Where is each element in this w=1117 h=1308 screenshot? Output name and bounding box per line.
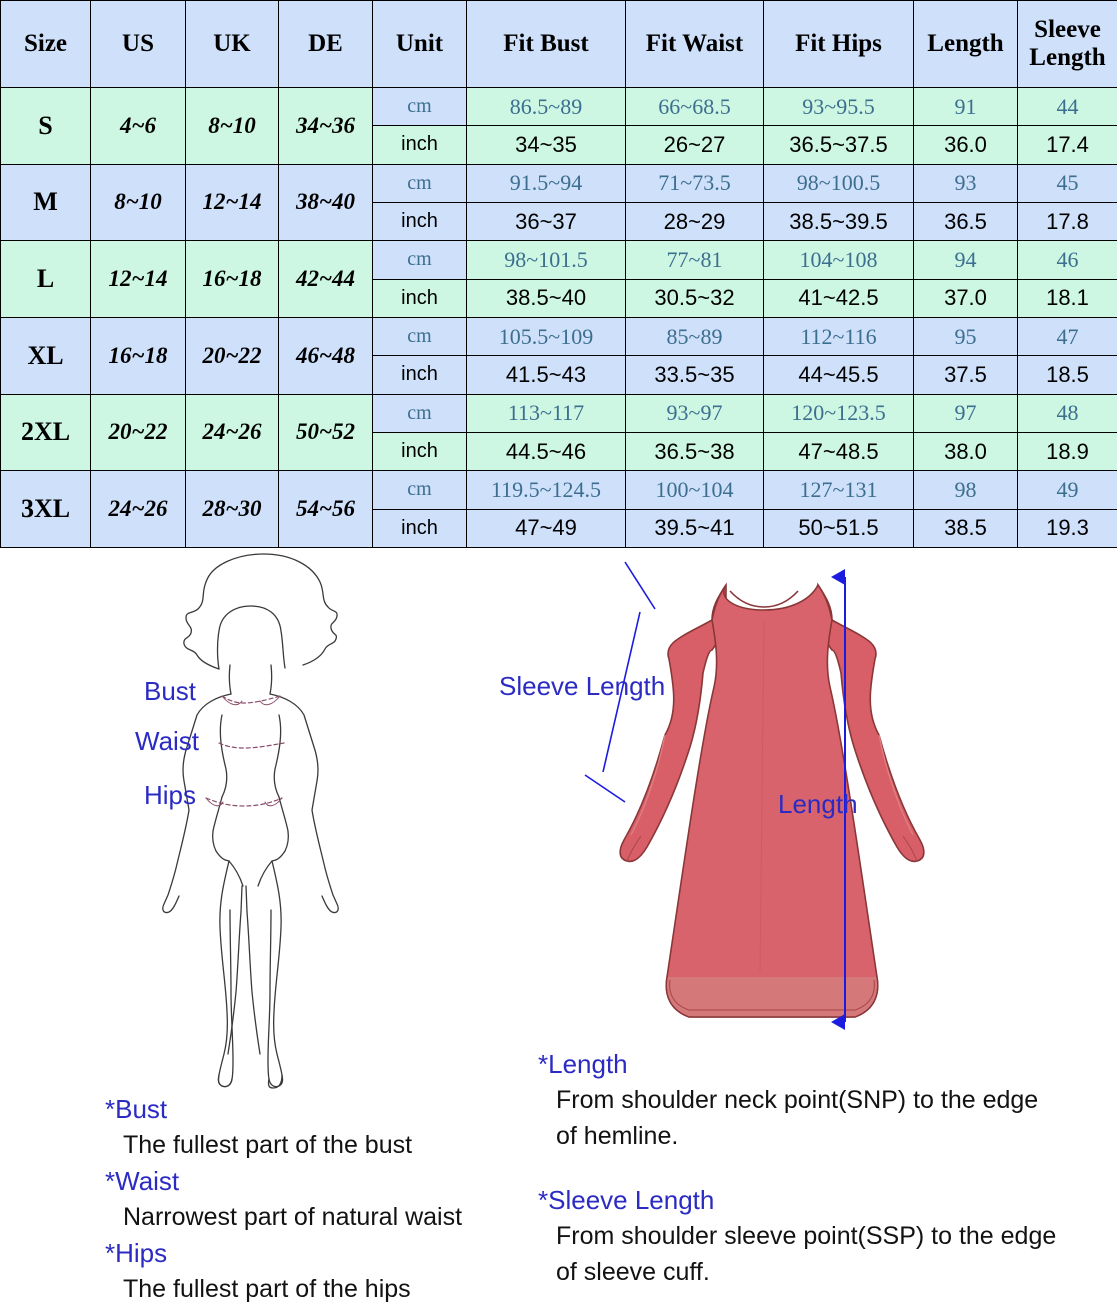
svg-text:Sleeve Length: Sleeve Length (499, 671, 665, 701)
svg-text:Bust: Bust (144, 676, 197, 706)
svg-text:Hips: Hips (144, 780, 196, 810)
svg-text:Waist: Waist (135, 726, 200, 756)
svg-text:Length: Length (778, 789, 858, 819)
